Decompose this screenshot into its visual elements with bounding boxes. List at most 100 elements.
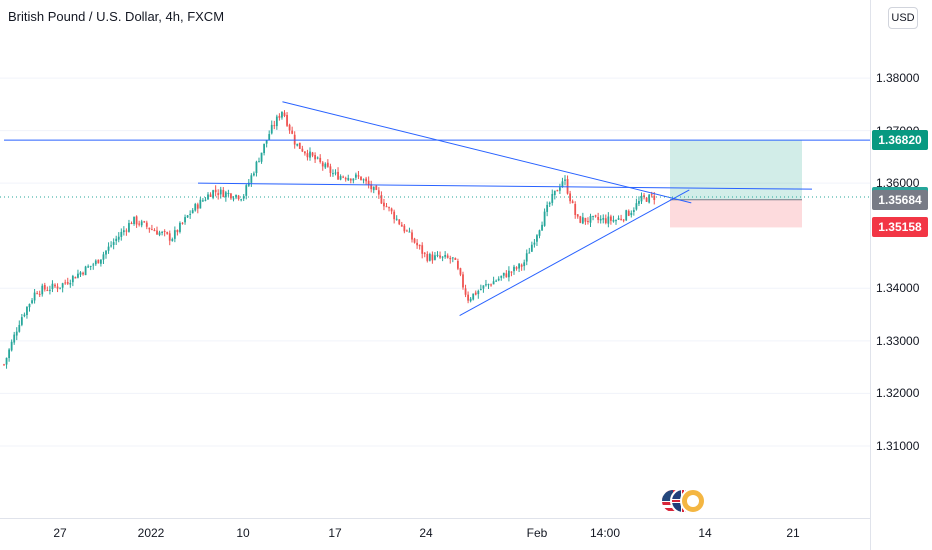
candle-body — [357, 175, 360, 177]
candle-body — [548, 202, 551, 205]
candle-body — [515, 267, 518, 269]
candle-body — [309, 151, 311, 158]
candle-body — [77, 273, 79, 278]
price-badge: 1.36820 — [872, 130, 928, 151]
candle-body — [617, 218, 620, 220]
candle-body — [255, 161, 258, 174]
candle-body — [428, 254, 431, 261]
candle-body — [574, 204, 577, 215]
candle-body — [84, 266, 87, 276]
candle-body — [645, 197, 648, 202]
candle-body — [444, 254, 447, 257]
candle-body — [439, 255, 441, 258]
candle-body — [87, 266, 90, 268]
candle-body — [89, 265, 92, 267]
candle-body — [26, 306, 28, 316]
candle-body — [245, 185, 248, 196]
candle-body — [209, 194, 212, 197]
candle-body — [56, 286, 59, 289]
candle-body — [518, 263, 520, 269]
candle-body — [416, 242, 418, 246]
candle-body — [464, 288, 467, 295]
candle-body — [168, 233, 171, 241]
candle-body — [337, 171, 339, 180]
candle-body — [3, 364, 5, 366]
candle-body — [602, 218, 605, 220]
candle-body — [189, 213, 192, 215]
candle-body — [441, 256, 444, 258]
candle-body — [219, 189, 222, 195]
candle-body — [406, 230, 408, 232]
candle-body — [380, 195, 383, 204]
candle-body — [125, 230, 128, 232]
candle-body — [551, 194, 554, 203]
candle-body — [148, 227, 151, 230]
candle-body — [446, 255, 449, 258]
candle-body — [508, 270, 510, 278]
candle-body — [186, 215, 189, 218]
candle-body — [584, 217, 587, 222]
ascending-trendline — [459, 189, 690, 317]
candle-body — [156, 230, 158, 235]
candle-body — [212, 190, 214, 198]
candle-body — [556, 190, 559, 192]
candle-body — [635, 203, 638, 210]
price-chart[interactable] — [0, 0, 870, 518]
candle-body — [196, 204, 199, 209]
candle-body — [270, 124, 273, 134]
candle-body — [298, 142, 301, 149]
candle-body — [395, 218, 398, 220]
stop-zone — [670, 199, 802, 228]
candle-body — [143, 221, 146, 223]
candle-body — [561, 181, 564, 187]
time-tick-label: 21 — [786, 526, 800, 540]
candle-body — [362, 179, 365, 181]
candle-body — [367, 180, 370, 186]
candle-body — [576, 214, 579, 217]
candle-body — [418, 244, 421, 247]
candle-body — [393, 211, 396, 220]
candle-body — [82, 272, 84, 275]
candle-body — [459, 268, 462, 275]
time-tick-label: 14:00 — [589, 526, 621, 540]
candle-body — [112, 242, 115, 245]
price-tick-label: 1.36000 — [876, 176, 920, 191]
candle-body — [370, 184, 373, 190]
candle-body — [222, 189, 225, 197]
candle-body — [408, 231, 411, 233]
candle-body — [339, 176, 342, 180]
earnings-icon[interactable] — [680, 488, 706, 514]
candle-body — [304, 151, 306, 154]
candle-body — [632, 210, 635, 212]
candle-body — [592, 215, 594, 217]
candle-body — [326, 162, 329, 167]
candle-body — [421, 245, 424, 254]
candle-body — [411, 232, 413, 240]
candle-body — [194, 204, 197, 211]
candle-body — [319, 157, 322, 162]
candle-body — [324, 163, 327, 168]
candle-body — [457, 260, 459, 269]
candle-body — [474, 292, 477, 295]
candle-body — [615, 220, 617, 222]
candle-body — [355, 174, 357, 178]
candle-body — [520, 264, 523, 267]
candle-body — [513, 266, 515, 272]
candle-body — [360, 176, 362, 181]
chart-title: British Pound / U.S. Dollar, 4h, FXCM — [8, 9, 225, 24]
candle-body — [179, 222, 181, 232]
candle-body — [291, 130, 294, 134]
candle-body — [105, 250, 107, 255]
candle-body — [153, 230, 156, 232]
candle-body — [316, 157, 319, 159]
candle-body — [15, 331, 18, 336]
currency-button[interactable]: USD — [888, 7, 918, 29]
price-tick-label: 1.33000 — [876, 333, 920, 348]
candle-body — [564, 179, 566, 181]
candle-body — [138, 223, 141, 225]
events-markers[interactable] — [660, 488, 706, 518]
candle-body — [171, 239, 174, 241]
candle-body — [581, 217, 584, 224]
candle-body — [423, 252, 426, 254]
